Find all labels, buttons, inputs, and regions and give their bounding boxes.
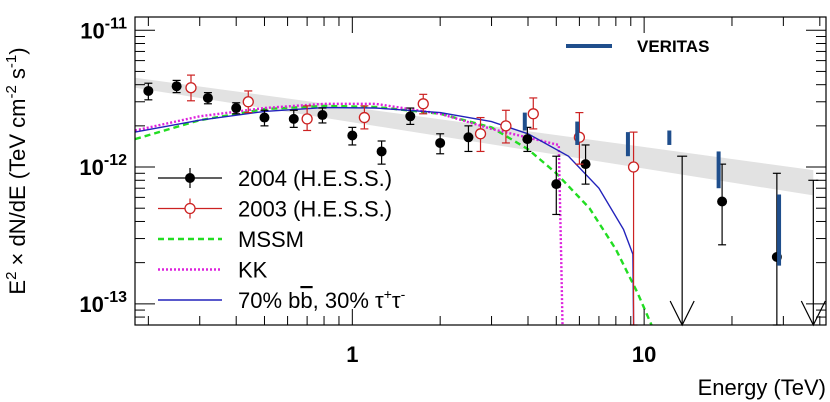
data-point-4: [259, 109, 270, 127]
x-tick-label: 1: [346, 342, 358, 367]
data-point-9: [405, 107, 416, 125]
legend-label: 2003 (H.E.S.S.): [238, 197, 392, 222]
legend-entry-1: 2003 (H.E.S.S.): [158, 197, 392, 222]
marker-open: [185, 82, 197, 94]
marker-filled: [376, 146, 387, 157]
marker-filled: [317, 110, 328, 121]
y-tick-label: 10-11: [80, 15, 127, 43]
y-axis-title: E2 × dN/dE (TeV cm-2 s-1): [3, 47, 30, 294]
marker-filled: [288, 113, 299, 124]
data-point-0: [185, 74, 197, 102]
data-point-11: [463, 125, 474, 153]
upper-limit-arrow-1: [800, 179, 826, 327]
marker-open: [474, 128, 487, 140]
marker-filled: [171, 81, 182, 92]
marker-filled: [259, 112, 270, 123]
legend-swatch-marker: [184, 202, 196, 215]
data-point-6: [500, 109, 512, 144]
x-tick-label: 10: [632, 342, 656, 367]
marker-filled: [522, 134, 533, 145]
data-point-2: [202, 92, 213, 105]
data-point-1: [242, 90, 254, 114]
marker-open: [527, 108, 539, 120]
marker-filled: [435, 137, 446, 148]
data-point-2: [301, 105, 313, 132]
legend-entry-2: MSSM: [158, 227, 304, 252]
legend-label: MSSM: [238, 227, 304, 252]
data-point-9: [627, 131, 640, 326]
veritas-label: VERITAS: [637, 37, 709, 56]
axis-ticks: [135, 17, 826, 326]
data-point-5: [474, 116, 487, 153]
marker-open: [242, 96, 254, 108]
marker-open: [417, 98, 429, 110]
data-point-8: [376, 140, 387, 165]
legend-label: 70% bb, 30% τ+τ-: [238, 286, 406, 313]
upper-limit-arrow-0: [669, 155, 695, 327]
legend-label: KK: [238, 258, 268, 283]
marker-filled: [580, 159, 591, 170]
marker-filled: [202, 92, 213, 103]
data-point-4: [417, 93, 429, 115]
legend-label: 2004 (H.E.S.S.): [238, 166, 392, 191]
data-point-0: [143, 82, 154, 101]
marker-filled: [143, 85, 154, 96]
data-point-13: [551, 155, 562, 216]
curve-kk: [134, 102, 564, 326]
data-point-10: [435, 133, 446, 155]
marker-filled: [551, 179, 562, 190]
marker-open: [358, 111, 371, 124]
marker-filled: [717, 196, 728, 207]
plot-frame: [134, 16, 827, 326]
data-point-3: [358, 105, 371, 130]
marker-filled: [405, 111, 416, 122]
data-point-5: [288, 109, 299, 128]
fit-band: [135, 77, 814, 196]
legend-entry-4: 70% bb, 30% τ+τ-: [158, 286, 406, 313]
marker-filled: [347, 130, 358, 141]
legend-entry-0: 2004 (H.E.S.S.): [158, 166, 392, 191]
marker-filled: [463, 132, 474, 143]
marker-open: [301, 113, 313, 125]
legend: 2004 (H.E.S.S.) 2003 (H.E.S.S.) MSSM KK 70% …: [158, 166, 406, 313]
data-point-layer: [143, 74, 826, 327]
marker-filled: [231, 103, 242, 114]
data-point-6: [317, 107, 328, 124]
data-point-7: [347, 126, 358, 146]
data-point-14: [580, 144, 591, 185]
veritas-legend: VERITAS: [566, 37, 709, 56]
data-point-3: [231, 102, 242, 115]
curve-mssm: [134, 104, 653, 326]
y-tick-label: 10-13: [79, 289, 127, 317]
marker-open: [627, 161, 640, 173]
legend-entry-3: KK: [158, 258, 268, 283]
tick-labels: 1 10 10-13 10-12 10-11: [79, 15, 656, 367]
y-tick-label: 10-12: [79, 152, 127, 180]
data-point-7: [527, 97, 539, 130]
x-axis-title: Energy (TeV): [698, 375, 826, 400]
fit-band-layer: [135, 77, 814, 196]
legend-swatch-marker: [185, 173, 195, 183]
data-point-1: [171, 79, 182, 94]
marker-open: [500, 120, 512, 132]
